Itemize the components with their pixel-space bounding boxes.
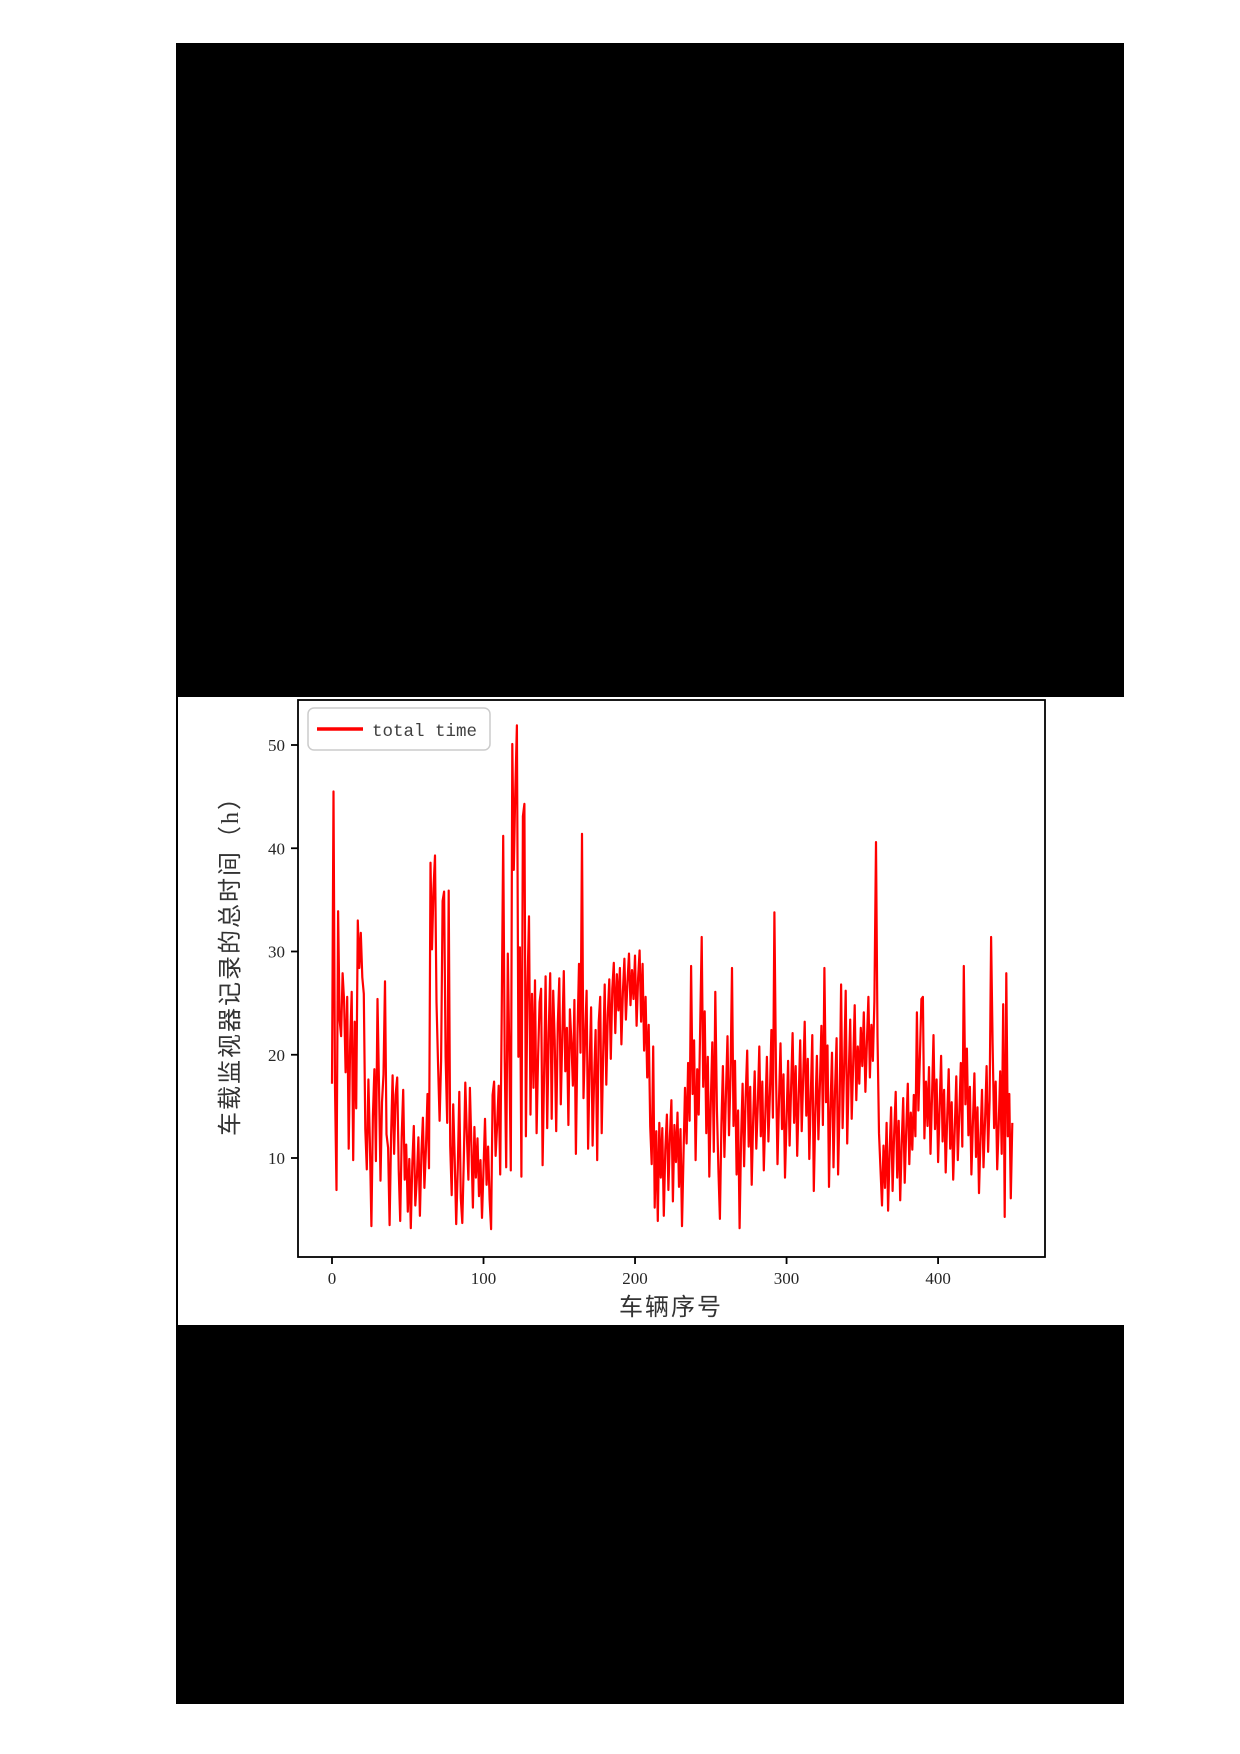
x-tick-label: 0 xyxy=(328,1269,337,1288)
y-tick-label: 40 xyxy=(268,839,285,858)
series-layer xyxy=(330,724,1014,1231)
y-tick-label: 50 xyxy=(268,736,285,755)
y-axis-label: 车载监视器记录的总时间（h） xyxy=(217,784,244,1136)
x-tick-label: 200 xyxy=(622,1269,648,1288)
x-tick-label: 400 xyxy=(925,1269,951,1288)
axes-frame xyxy=(297,699,1046,1258)
figure-left-border-line xyxy=(176,697,178,1325)
y-tick-label: 20 xyxy=(268,1046,285,1065)
x-tick-label: 300 xyxy=(774,1269,800,1288)
legend-box xyxy=(307,707,491,751)
figure-background xyxy=(178,697,1124,1325)
x-tick-label: 100 xyxy=(471,1269,497,1288)
redacted-image-bottom xyxy=(176,1325,1124,1704)
legend-label: total time xyxy=(372,722,477,742)
y-tick-label: 10 xyxy=(268,1149,285,1168)
x-axis-label: 车辆序号 xyxy=(619,1294,723,1321)
series-line xyxy=(330,724,1014,1231)
legend: total time xyxy=(307,707,491,751)
ticks-layer: 0 100 200 300 400 10 20 30 40 50 xyxy=(268,736,951,1288)
redacted-image-top xyxy=(176,43,1124,697)
y-tick-label: 30 xyxy=(268,943,285,962)
